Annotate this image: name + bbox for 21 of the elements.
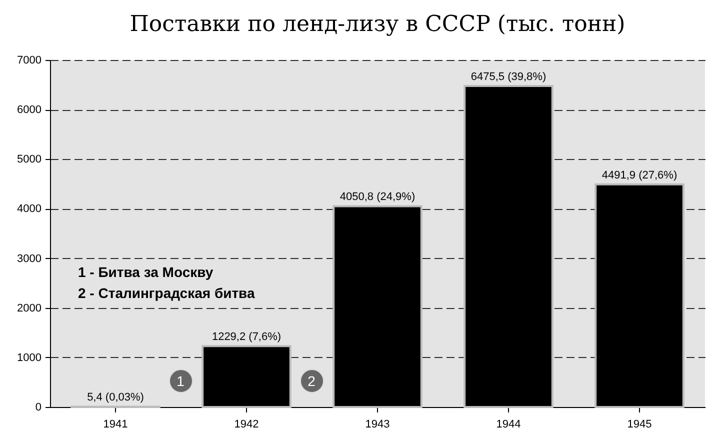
annotation: 2 - Сталинградская битва bbox=[78, 285, 255, 301]
data-label: 5,4 (0,03%) bbox=[87, 392, 144, 404]
y-tick-label: 4000 bbox=[17, 203, 42, 216]
data-label: 4491,9 (27,6%) bbox=[602, 169, 678, 182]
x-tick-label: 1941 bbox=[103, 418, 128, 430]
y-tick-label: 1000 bbox=[17, 352, 42, 364]
y-tick-label: 3000 bbox=[17, 252, 42, 265]
x-tick-label: 1944 bbox=[496, 418, 521, 430]
x-tick-label: 1942 bbox=[234, 418, 259, 430]
y-tick-label: 2000 bbox=[17, 302, 42, 314]
data-label: 1229,2 (7,6%) bbox=[212, 331, 282, 344]
chart-title: Поставки по ленд-лизу в СССР (тыс. тонн) bbox=[130, 12, 626, 37]
y-tick-label: 7000 bbox=[17, 54, 42, 66]
data-label: 4050,8 (24,9%) bbox=[340, 191, 416, 204]
annotation: 1 - Битва за Москву bbox=[78, 264, 214, 280]
data-label: 6475,5 (39,8%) bbox=[470, 71, 546, 83]
x-tick-label: 1945 bbox=[627, 418, 652, 430]
x-tick-label: 1943 bbox=[365, 418, 390, 430]
y-tick-label: 5000 bbox=[17, 154, 42, 166]
y-tick-label: 6000 bbox=[17, 104, 42, 116]
y-tick-label: 0 bbox=[35, 402, 42, 414]
